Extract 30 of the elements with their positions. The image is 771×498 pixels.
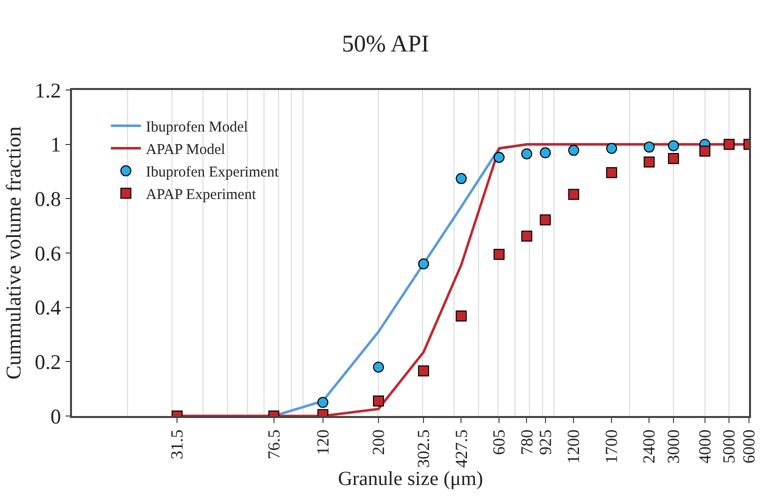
x-tick-label: 925 (536, 430, 555, 456)
x-tick-label: 302.5 (414, 430, 434, 468)
y-tick-label: 0.2 (34, 350, 62, 374)
y-tick-label: 0.4 (34, 296, 62, 320)
x-tick-label: 4000 (695, 430, 714, 464)
legend-label: APAP Model (146, 142, 226, 158)
x-tick-label: 1700 (602, 430, 622, 464)
x-tick-label: 5000 (720, 430, 739, 464)
x-tick-label: 427.5 (452, 430, 471, 468)
x-tick-label: 1200 (564, 430, 584, 464)
y-tick-label: 1 (50, 132, 62, 157)
y-tick-label: 0 (50, 404, 62, 428)
y-axis-title: Cummulative volume fraction (1, 126, 26, 380)
x-tick-label: 200 (369, 430, 388, 456)
y-tick-label: 0.6 (34, 241, 62, 266)
y-tick-label: 1.2 (34, 78, 62, 102)
x-tick-label: 120 (313, 430, 332, 456)
x-tick-label: 3000 (664, 430, 684, 464)
legend-label: Ibuprofen Experiment (146, 164, 280, 181)
x-tick-label: 605 (490, 430, 509, 456)
chart-title: 50% API (342, 32, 430, 58)
x-tick-label: 31.5 (168, 430, 187, 460)
y-tick-label: 0.8 (34, 187, 62, 212)
legend-label: APAP Experiment (146, 187, 257, 204)
legend-label: Ibuprofen Model (146, 120, 248, 136)
x-tick-label: 2400 (640, 430, 659, 464)
x-tick-label: 780 (517, 430, 536, 456)
x-axis-title: Granule size (μm) (338, 468, 484, 490)
x-tick-label: 76.5 (264, 430, 284, 460)
x-tick-label: 6000 (740, 430, 759, 464)
